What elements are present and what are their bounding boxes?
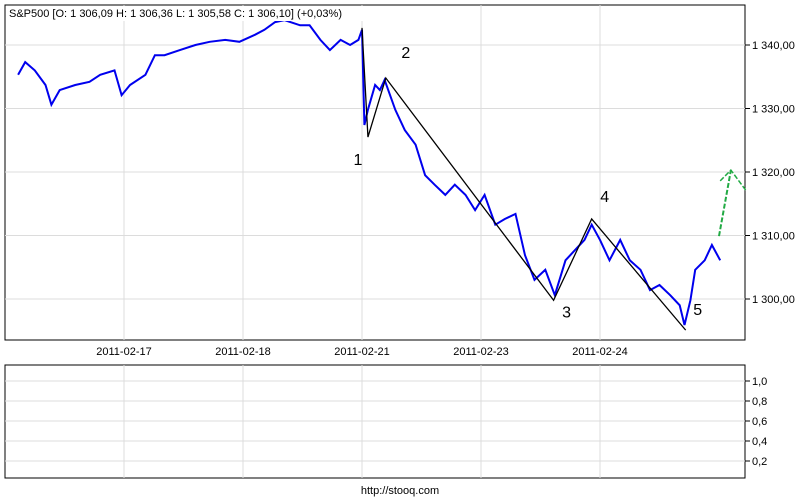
sub-y-tick-label: 0,8 [752,396,767,408]
y-tick-label: 1 330,00 [752,104,795,116]
x-tick-label: 2011-02-17 [96,346,151,358]
wave-label: 3 [562,304,571,321]
x-tick-label: 2011-02-18 [215,346,270,358]
x-tick-label: 2011-02-24 [572,346,627,358]
y-tick-label: 1 340,00 [752,40,795,52]
sub-y-tick-label: 0,2 [752,456,767,468]
stooq-link[interactable]: http://stooq.com [360,485,440,497]
title-bg [7,6,369,21]
wave-label: 4 [600,189,609,206]
projection-arrow-head [719,168,747,192]
wave-label: 1 [353,152,362,169]
x-tick-label: 2011-02-23 [453,346,508,358]
elliott-wave-line [361,27,687,331]
sub-y-tick-label: 1,0 [752,376,767,388]
y-tick-label: 1 320,00 [752,167,795,179]
x-tick-label: 2011-02-21 [334,346,389,358]
projection-arrow-line [718,169,732,237]
y-tick-label: 1 300,00 [752,294,795,306]
wave-label: 2 [401,45,410,62]
y-tick-label: 1 310,00 [752,231,795,243]
wave-label: 5 [693,302,702,319]
chart-title: S&P500 [O: 1 306,09 H: 1 306,36 L: 1 305… [9,8,342,20]
sub-y-tick-label: 0,4 [752,436,767,448]
sub-y-tick-label: 0,6 [752,416,767,428]
